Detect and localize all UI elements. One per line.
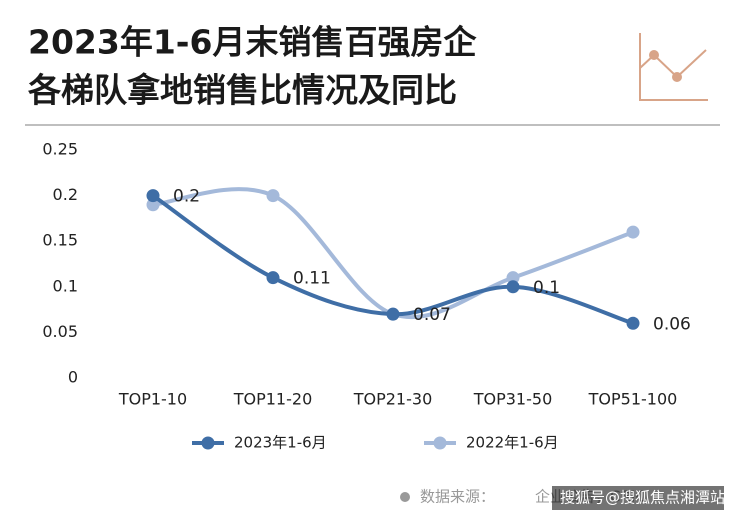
y-tick-label: 0.1 [53, 276, 78, 295]
bullet [400, 492, 410, 502]
point [506, 271, 520, 285]
x-tick-label: TOP21-30 [353, 390, 433, 409]
point [266, 189, 280, 203]
y-tick-label: 0.15 [42, 231, 78, 250]
y-tick-label: 0 [68, 368, 78, 387]
point [626, 225, 640, 239]
point [266, 271, 280, 285]
data-label: 0.1 [533, 278, 560, 298]
y-tick-label: 0.05 [42, 322, 78, 341]
watermark-bg [552, 486, 724, 510]
data-label: 0.2 [173, 187, 200, 207]
point [146, 189, 160, 203]
data-label: 0.07 [413, 305, 451, 325]
source-label: 数据来源： [420, 488, 495, 506]
x-tick-label: TOP51-100 [588, 390, 678, 409]
point [506, 280, 520, 294]
data-label: 0.06 [653, 314, 691, 334]
icon [639, 33, 708, 101]
point [386, 307, 400, 321]
point [626, 316, 640, 330]
legend-marker [201, 436, 215, 450]
point [146, 198, 160, 212]
legend-label: 2022年1-6月 [466, 434, 559, 452]
watermark: 搜狐号@搜狐焦点湘潭站 [560, 489, 725, 507]
legend-label: 2023年1-6月 [234, 434, 327, 452]
title-line: 2023年1-6月末销售百强房企 [28, 23, 477, 62]
y-tick-label: 0.25 [42, 140, 78, 159]
data-label: 0.11 [293, 269, 331, 289]
title-line: 各梯队拿地销售比情况及同比 [27, 71, 457, 110]
y-tick-label: 0.2 [53, 185, 78, 204]
x-tick-label: TOP31-50 [473, 390, 553, 409]
x-tick-label: TOP11-20 [233, 390, 313, 409]
legend-marker [433, 436, 447, 450]
x-tick-label: TOP1-10 [118, 390, 187, 409]
